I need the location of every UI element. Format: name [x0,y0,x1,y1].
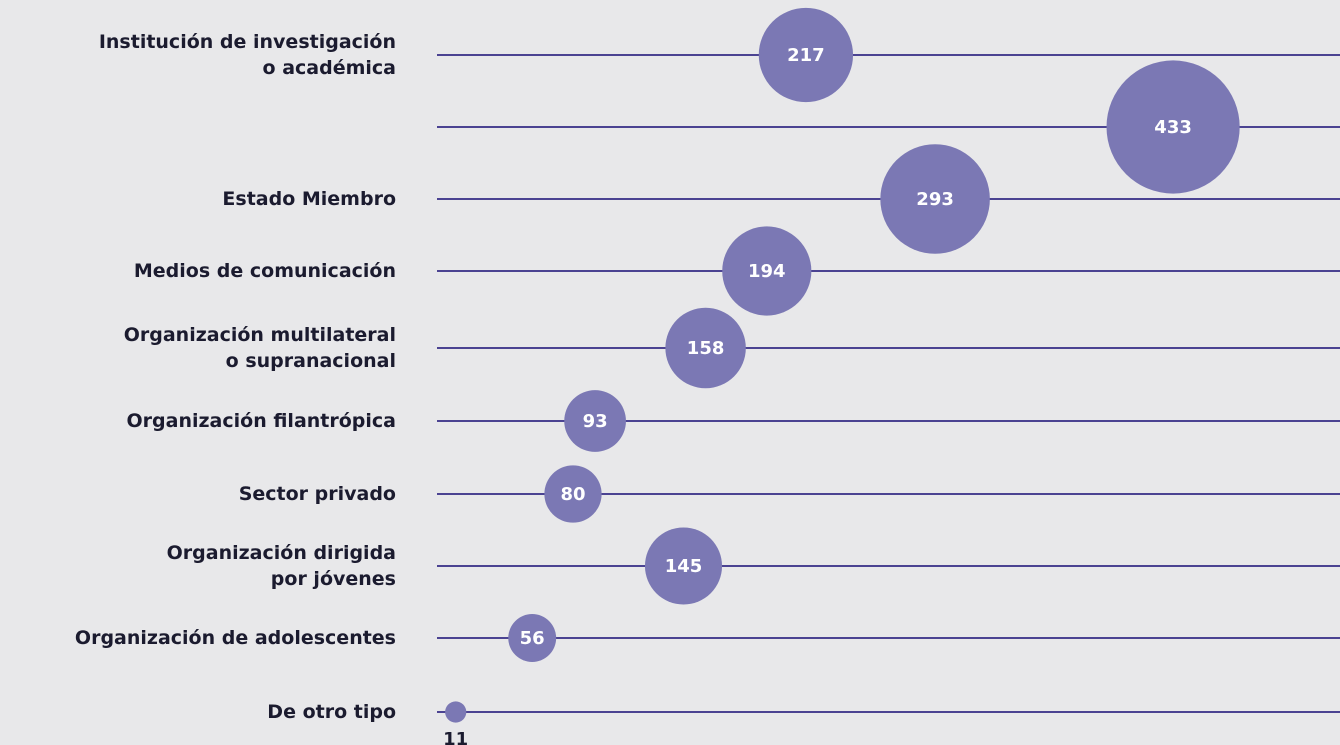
value-label: 194 [748,261,786,282]
bubble [665,307,746,389]
category-label: De otro tipo [267,701,396,723]
bubble [880,144,990,254]
bubble [445,701,467,723]
bubble [758,7,854,103]
category-label: Institución de investigación o académica [98,31,396,79]
category-label: Sector privado [238,483,396,505]
category-label: Medios de comunicación [133,260,396,282]
category-label: Organización filantrópica [126,410,396,432]
category-label: Organización de adolescentes [74,627,396,649]
value-label: 158 [687,338,725,359]
bubble [722,226,812,316]
bubble [1106,60,1240,194]
category-label: Organización dirigida por jóvenes [166,542,396,590]
value-label: 80 [560,484,585,505]
value-label: 293 [916,189,954,210]
bubble [508,614,557,662]
category-label: Estado Miembro [222,188,396,210]
bubble [544,465,602,523]
value-label: 11 [443,729,468,745]
value-label: 217 [787,45,825,66]
bubble [564,390,626,452]
bubble [644,527,723,605]
value-label: 433 [1154,117,1192,138]
value-label: 56 [520,628,545,649]
value-label: 145 [665,556,703,577]
value-label: 93 [583,411,608,432]
category-label: Organización multilateral o supranaciona… [123,324,396,372]
